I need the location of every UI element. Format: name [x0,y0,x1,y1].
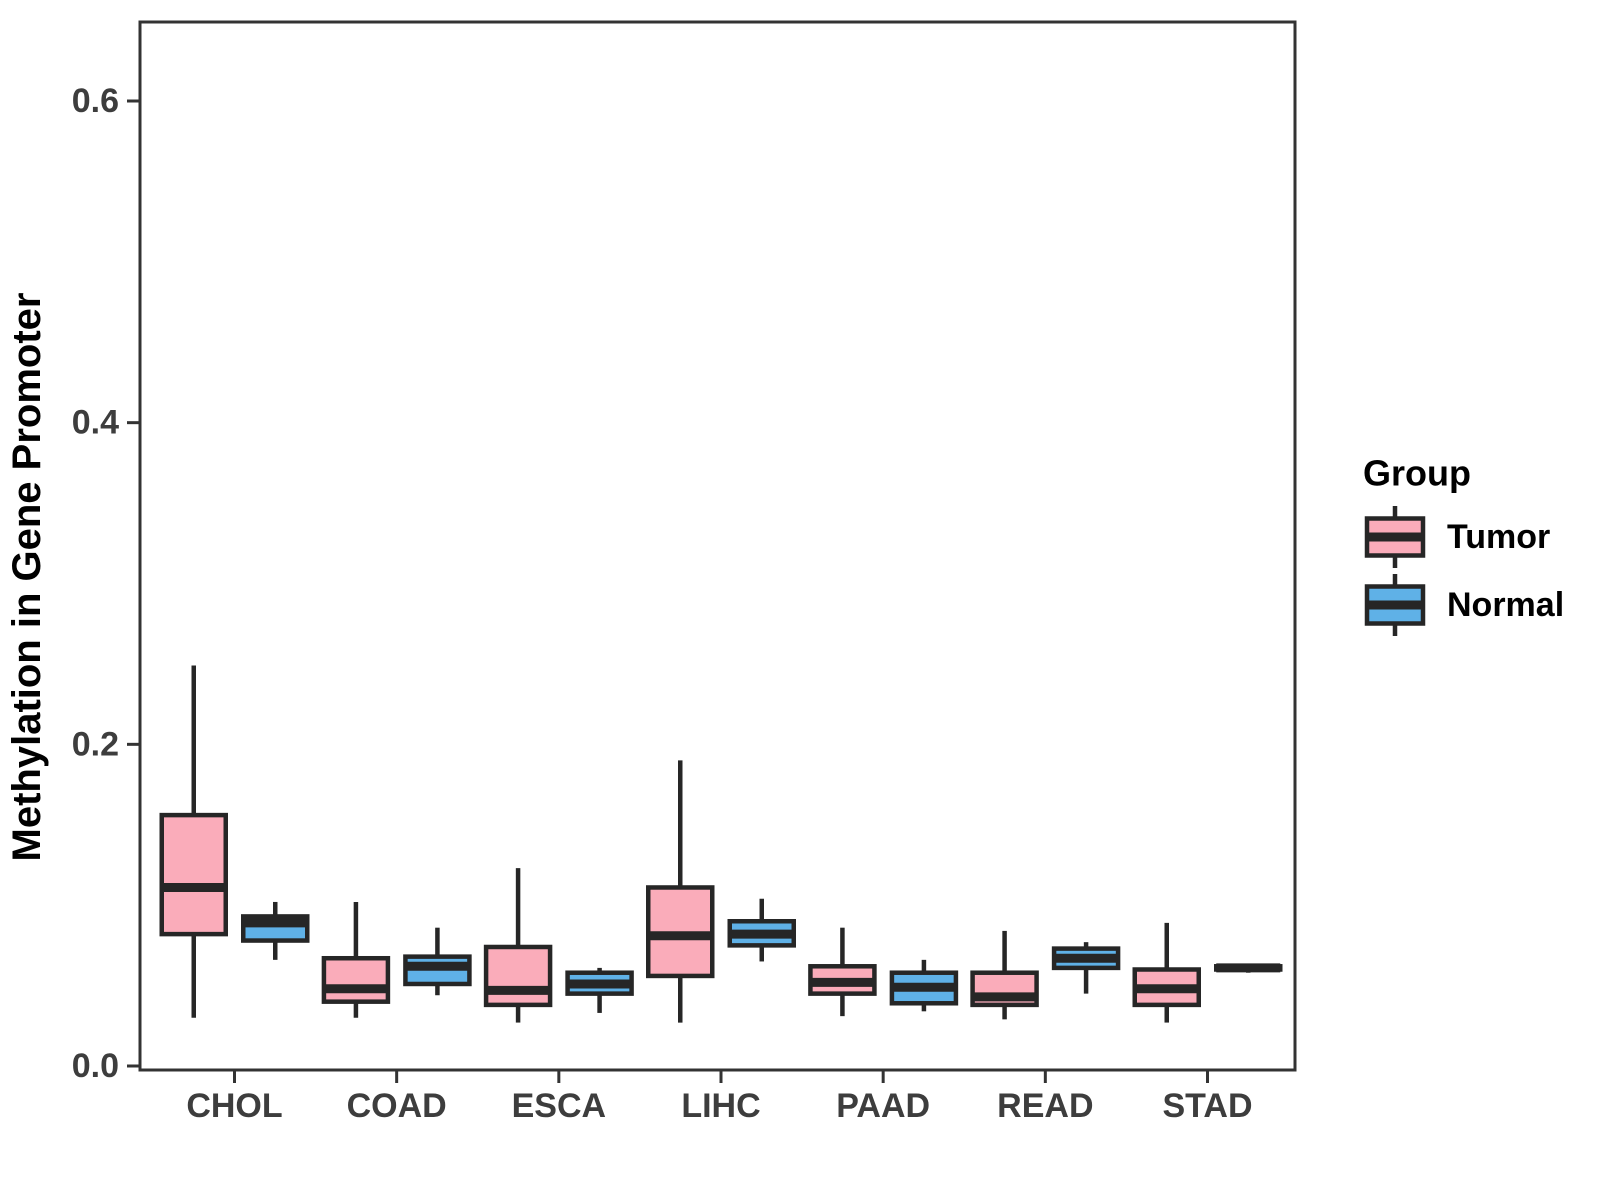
x-tick-label-COAD: COAD [347,1087,447,1125]
box-normal-LIHC [727,898,797,962]
box-tumor-READ [970,930,1039,1020]
x-tick-label-CHOL: CHOL [186,1087,282,1125]
iqr-box [321,955,391,1004]
box-tumor-CHOL [159,665,228,1018]
box-normal-PAAD [889,959,959,1012]
plot-panel [138,20,1297,1072]
y-tick-label: 0.6 [72,82,119,120]
x-tick-label-ESCA: ESCA [512,1087,606,1125]
legend-glyphs [1364,506,1426,636]
axes: 0.0 0.2 0.4 0.6 CHOL COAD ESCA LIHC PAAD READ STAD [72,82,1253,1125]
y-tick-label: 0.0 [72,1047,119,1085]
box-tumor-LIHC [646,760,715,1023]
iqr-box [159,812,228,937]
box-normal-CHOL [241,901,310,960]
box-tumor-PAAD [808,927,877,1017]
legend-label-tumor: Tumor [1447,518,1550,556]
legend-glyph-normal [1364,574,1426,636]
box-normal-STAD [1214,963,1283,973]
legend-glyph-tumor [1364,506,1426,568]
box-normal-ESCA [565,967,634,1013]
x-tick-label-LIHC: LIHC [681,1087,760,1125]
iqr-box [483,944,553,1008]
y-axis-title: Methylation in Gene Promoter [5,293,49,862]
x-tick-label-PAAD: PAAD [836,1087,930,1125]
box-tumor-STAD [1132,922,1202,1023]
legend-title: Group [1363,453,1471,494]
y-tick-label: 0.2 [72,725,119,763]
box-tumor-COAD [321,901,391,1018]
boxplot-marks [159,665,1283,1023]
x-tick-label-READ: READ [997,1087,1093,1125]
box-normal-READ [1051,942,1121,994]
legend: Group Tumor Normal [1363,453,1564,636]
box-normal-COAD [403,927,472,996]
y-tick-label: 0.4 [72,404,119,442]
x-tick-label-STAD: STAD [1162,1087,1252,1125]
legend-label-normal: Normal [1447,586,1564,624]
box-tumor-ESCA [483,868,553,1023]
